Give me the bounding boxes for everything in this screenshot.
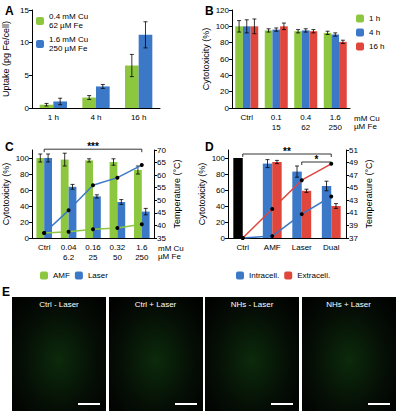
svg-text:Extracell.: Extracell.	[297, 271, 330, 280]
svg-text:µM Fe: µM Fe	[354, 122, 377, 131]
svg-text:Laser: Laser	[88, 271, 108, 280]
svg-text:Cytotoxicity (%): Cytotoxicity (%)	[201, 28, 211, 91]
svg-text:µM Fe: µM Fe	[158, 252, 181, 261]
svg-text:55: 55	[157, 183, 166, 192]
svg-text:20: 20	[220, 87, 229, 96]
svg-text:0: 0	[25, 104, 30, 113]
svg-text:100: 100	[216, 22, 230, 31]
svg-text:A: A	[5, 4, 14, 18]
svg-text:6.2: 6.2	[63, 253, 75, 262]
svg-text:1.6: 1.6	[136, 243, 148, 252]
svg-text:mM Cu: mM Cu	[158, 243, 184, 253]
svg-text:Dual: Dual	[323, 243, 340, 252]
svg-text:10: 10	[20, 38, 29, 47]
svg-text:1 h: 1 h	[369, 14, 380, 23]
svg-text:50: 50	[113, 253, 122, 262]
svg-text:40: 40	[20, 202, 29, 211]
svg-text:Ctrl: Ctrl	[237, 243, 250, 252]
svg-text:1 h: 1 h	[48, 113, 59, 122]
svg-text:60: 60	[220, 55, 229, 64]
svg-text:60: 60	[20, 186, 29, 195]
svg-text:0.4 mM Cu: 0.4 mM Cu	[49, 12, 88, 21]
svg-text:62: 62	[301, 123, 310, 132]
svg-text:0.04: 0.04	[61, 243, 77, 252]
svg-text:41: 41	[349, 208, 358, 217]
svg-text:AMF: AMF	[264, 243, 281, 252]
svg-text:Temperature (°C): Temperature (°C)	[364, 159, 374, 228]
svg-text:70: 70	[157, 146, 166, 155]
svg-text:45: 45	[349, 183, 358, 192]
svg-text:mM Cu: mM Cu	[354, 113, 380, 123]
svg-text:80: 80	[20, 170, 29, 179]
svg-text:39: 39	[349, 221, 358, 230]
svg-text:Intracell.: Intracell.	[249, 271, 279, 280]
svg-text:80: 80	[216, 170, 225, 179]
svg-text:1.6: 1.6	[330, 113, 342, 122]
html-text:E: E	[2, 285, 10, 299]
html-text:Ctrl + Laser: Ctrl + Laser	[134, 300, 177, 309]
svg-text:0.32: 0.32	[110, 243, 126, 252]
svg-text:20: 20	[216, 218, 225, 227]
svg-text:100: 100	[16, 154, 30, 163]
html-text:Ctrl - Laser: Ctrl - Laser	[39, 300, 79, 309]
svg-text:Ctrl: Ctrl	[38, 243, 51, 252]
svg-text:51: 51	[349, 146, 358, 155]
svg-text:49: 49	[349, 158, 358, 167]
svg-text:***: ***	[87, 141, 99, 152]
svg-text:Temperature (°C): Temperature (°C)	[172, 159, 182, 228]
svg-text:250: 250	[135, 253, 149, 262]
html-text:NHs - Laser: NHs - Laser	[230, 300, 274, 309]
svg-text:D: D	[205, 140, 214, 154]
svg-text:**: **	[283, 146, 291, 157]
svg-text:60: 60	[216, 186, 225, 195]
svg-text:43: 43	[349, 196, 358, 205]
svg-text:250: 250	[329, 123, 343, 132]
svg-text:15: 15	[20, 6, 29, 15]
svg-text:Ctrl: Ctrl	[241, 113, 254, 122]
svg-text:0: 0	[221, 234, 226, 243]
svg-text:40: 40	[157, 221, 166, 230]
svg-text:45: 45	[157, 208, 166, 217]
svg-text:Laser: Laser	[292, 243, 312, 252]
svg-text:*: *	[315, 154, 319, 165]
svg-text:35: 35	[157, 234, 166, 243]
svg-text:C: C	[5, 140, 14, 154]
svg-text:40: 40	[216, 202, 225, 211]
svg-text:Cytotoxicity (%): Cytotoxicity (%)	[197, 163, 207, 226]
svg-text:0: 0	[25, 234, 30, 243]
svg-text:50: 50	[157, 196, 166, 205]
svg-text:16 h: 16 h	[131, 113, 147, 122]
svg-text:20: 20	[20, 218, 29, 227]
svg-text:0.16: 0.16	[85, 243, 101, 252]
svg-text:1.6 mM Cu: 1.6 mM Cu	[49, 35, 88, 44]
svg-text:250 µM Fe: 250 µM Fe	[49, 44, 88, 53]
svg-text:37: 37	[349, 234, 358, 243]
svg-text:120: 120	[216, 6, 230, 15]
svg-text:0.1: 0.1	[271, 113, 283, 122]
svg-text:Cytotoxicity (%): Cytotoxicity (%)	[1, 163, 11, 226]
svg-text:65: 65	[157, 158, 166, 167]
svg-text:60: 60	[157, 171, 166, 180]
svg-text:15: 15	[272, 123, 281, 132]
svg-text:AMF: AMF	[53, 271, 70, 280]
svg-text:47: 47	[349, 171, 358, 180]
svg-text:25: 25	[89, 253, 98, 262]
svg-text:62 µM Fe: 62 µM Fe	[49, 21, 84, 30]
svg-text:40: 40	[220, 71, 229, 80]
svg-text:B: B	[205, 4, 214, 18]
svg-text:0: 0	[225, 104, 230, 113]
svg-text:100: 100	[212, 154, 226, 163]
svg-text:80: 80	[220, 38, 229, 47]
svg-text:16 h: 16 h	[369, 42, 385, 51]
svg-text:4 h: 4 h	[369, 28, 380, 37]
svg-text:0.4: 0.4	[300, 113, 312, 122]
svg-text:Uptake (pg Fe/cell): Uptake (pg Fe/cell)	[1, 21, 11, 97]
svg-text:4 h: 4 h	[90, 113, 101, 122]
svg-text:5: 5	[25, 71, 30, 80]
html-text:NHs + Laser: NHs + Laser	[326, 300, 371, 309]
